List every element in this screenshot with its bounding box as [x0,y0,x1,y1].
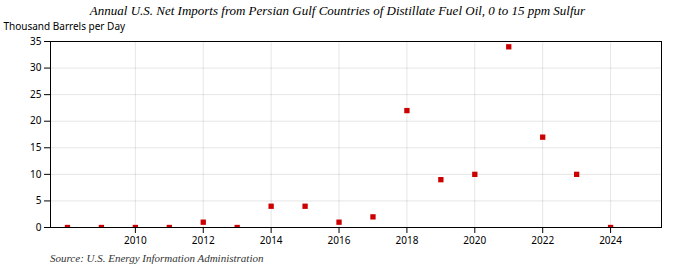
svg-text:0: 0 [36,220,42,234]
svg-text:25: 25 [30,87,42,101]
svg-text:2022: 2022 [531,233,554,247]
svg-text:2016: 2016 [328,233,351,247]
svg-text:2018: 2018 [395,233,418,247]
svg-text:10: 10 [30,167,42,181]
svg-text:Thousand Barrels per Day: Thousand Barrels per Day [4,19,127,33]
svg-text:2024: 2024 [599,233,622,247]
svg-text:30: 30 [30,60,42,74]
svg-text:20: 20 [30,113,42,127]
svg-text:2014: 2014 [260,233,283,247]
svg-text:2010: 2010 [124,233,147,247]
svg-text:2012: 2012 [192,233,215,247]
html-text:Source: U.S. Energy Informatio: Source: U.S. Energy Information Administ… [50,252,264,264]
svg-text:2020: 2020 [463,233,486,247]
svg-text:5: 5 [36,193,42,207]
svg-text:15: 15 [30,140,42,154]
svg-text:35: 35 [30,34,42,48]
html-text:Annual U.S. Net Imports from P: Annual U.S. Net Imports from Persian Gul… [89,3,586,18]
